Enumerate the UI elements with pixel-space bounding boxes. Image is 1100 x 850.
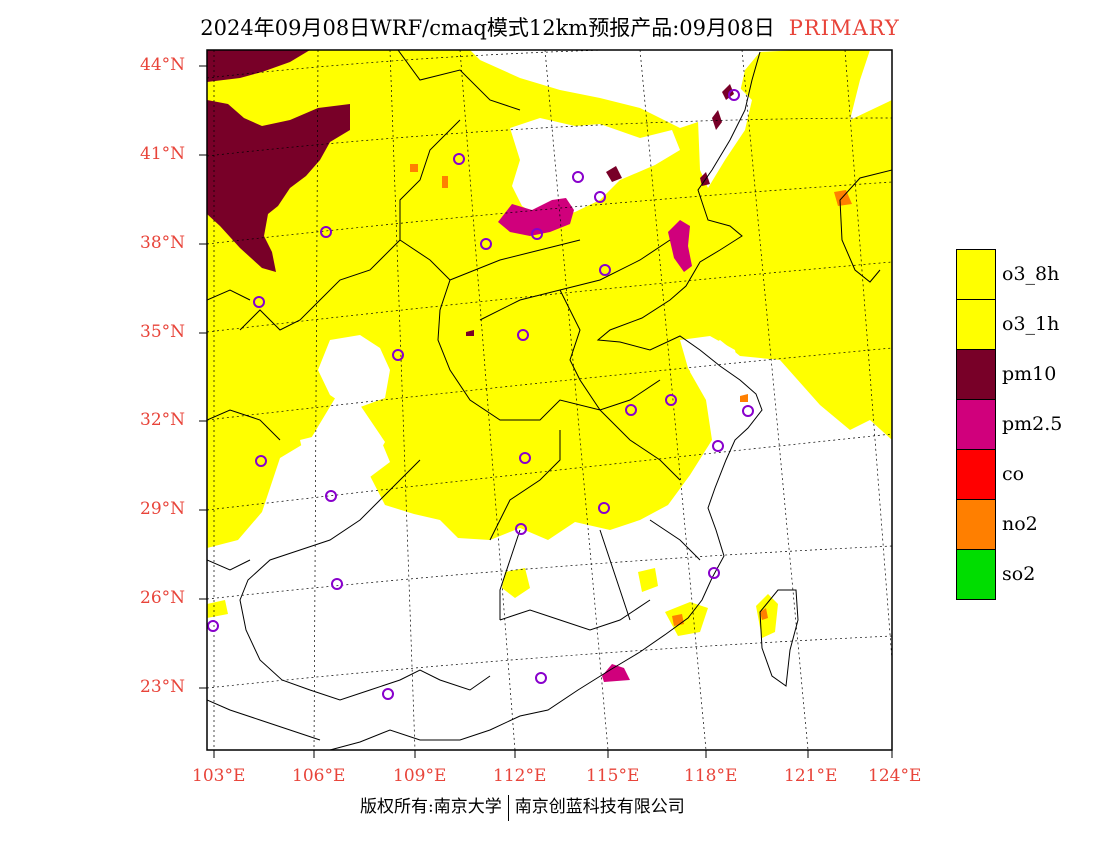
- title-tag: PRIMARY: [788, 16, 900, 40]
- legend-label: o3_8h: [1002, 263, 1060, 285]
- pm25-region-south: [602, 664, 630, 682]
- pm10-region-northwest: [207, 100, 350, 272]
- pm10-region-north-edge: [207, 50, 310, 82]
- lon-label-115: 115°E: [586, 766, 640, 786]
- o3-patch-south-2: [638, 568, 658, 592]
- o3-region-main: [207, 50, 892, 548]
- legend-label: pm10: [1002, 363, 1057, 385]
- copyright-footer: 版权所有:南京大学 南京创蓝科技有限公司: [360, 792, 685, 821]
- clear-area-northeast-coast: [850, 50, 892, 120]
- legend-swatch: [956, 299, 996, 350]
- legend-label: pm2.5: [1002, 413, 1063, 435]
- lon-label-112: 112°E: [493, 766, 547, 786]
- lat-label-44: 44°N: [140, 55, 186, 75]
- legend-label: so2: [1002, 563, 1036, 585]
- lat-label-26: 26°N: [140, 588, 186, 608]
- lat-label-35: 35°N: [140, 322, 186, 342]
- legend-label: no2: [1002, 513, 1038, 535]
- boundaries: [207, 50, 892, 750]
- coastline: [329, 51, 892, 750]
- clear-area-east: [680, 336, 740, 392]
- lat-label-29: 29°N: [140, 499, 186, 519]
- o3-patch-west: [207, 600, 228, 618]
- copyright-left: 版权所有:南京大学: [360, 797, 502, 817]
- lat-label-38: 38°N: [140, 233, 186, 253]
- lat-label-32: 32°N: [140, 410, 186, 430]
- station-markers: [207, 89, 754, 700]
- taiwan-outline: [759, 589, 799, 687]
- legend-swatch: [956, 549, 996, 600]
- lon-label-106: 106°E: [292, 766, 346, 786]
- axis-ticks: [199, 65, 893, 758]
- lon-label-103: 103°E: [192, 766, 246, 786]
- lat-label-23: 23°N: [140, 677, 186, 697]
- clear-area-northeast: [698, 88, 752, 188]
- footer-divider: [507, 794, 509, 821]
- clear-area-central: [318, 335, 390, 410]
- clear-area-southwest: [300, 430, 390, 486]
- legend-swatch: [956, 249, 996, 300]
- copyright-right: 南京创蓝科技有限公司: [514, 797, 685, 817]
- legend-swatch: [956, 499, 996, 550]
- legend-swatch: [956, 399, 996, 450]
- legend-label: co: [1002, 463, 1025, 485]
- map-frame: [206, 49, 893, 751]
- map-title: 2024年09月08日WRF/cmaq模式12km预报产品:09月08日 PRIM…: [0, 12, 1100, 42]
- lat-label-41: 41°N: [140, 144, 186, 164]
- lon-label-109: 109°E: [393, 766, 447, 786]
- lon-label-118: 118°E: [684, 766, 738, 786]
- legend-swatch: [956, 349, 996, 400]
- pm25-region-north: [498, 198, 574, 236]
- pm25-region-east: [668, 220, 692, 272]
- clear-area-north: [510, 118, 680, 220]
- lon-label-124: 124°E: [868, 766, 922, 786]
- legend-swatch: [956, 449, 996, 500]
- title-text: 2024年09月08日WRF/cmaq模式12km预报产品:09月08日: [200, 16, 775, 40]
- graticule: [207, 50, 892, 750]
- legend-label: o3_1h: [1002, 313, 1060, 335]
- lon-label-121: 121°E: [784, 766, 838, 786]
- o3-patch-south-1: [502, 568, 530, 598]
- province-lines: [207, 50, 701, 741]
